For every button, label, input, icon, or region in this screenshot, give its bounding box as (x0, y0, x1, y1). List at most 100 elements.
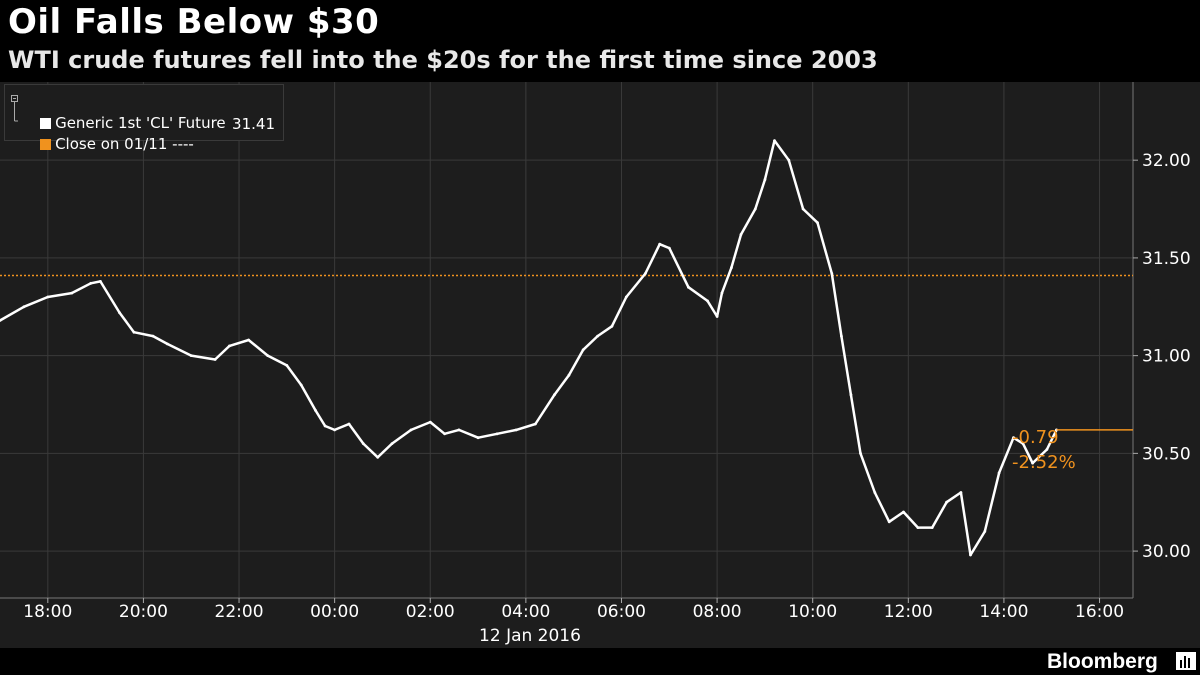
x-date-label: 12 Jan 2016 (479, 626, 581, 646)
series-point (1021, 442, 1025, 445)
legend-swatch-orange (40, 139, 52, 150)
price-series (0, 139, 1058, 557)
y-tick-label: 31.50 (1142, 249, 1191, 269)
series-point (916, 526, 920, 529)
legend-close-label: Close on 01/11 ---- (55, 135, 194, 153)
x-tick-label: 12:00 (884, 602, 933, 622)
x-tick-label: 08:00 (693, 602, 742, 622)
series-point (763, 178, 767, 182)
series-point (70, 291, 74, 295)
series-point (323, 424, 327, 428)
series-point (285, 364, 289, 367)
series-point (376, 455, 380, 459)
y-tick-label: 32.00 (1142, 151, 1191, 171)
series-point (495, 432, 499, 436)
legend: Generic 1st 'CL' Future Close on 01/11 -… (4, 84, 284, 153)
series-point (314, 409, 317, 412)
series-point (567, 373, 571, 377)
series-point (816, 221, 819, 225)
series-point (667, 246, 671, 250)
series-line (0, 139, 1058, 557)
series-point (247, 338, 251, 342)
series-point (887, 520, 891, 524)
series-point (457, 428, 461, 432)
chart-area: 30.00 30.50 31.00 31.50 32.00 18:00 20:00 22:0… (0, 82, 1200, 648)
series-point (930, 526, 934, 529)
series-point (658, 242, 662, 246)
x-tick-label: 14:00 (979, 602, 1028, 622)
bloomberg-logo-text: Bloomberg (1047, 650, 1158, 673)
legend-series-label: Generic 1st 'CL' Future (55, 114, 226, 132)
change-percent-label: -2.52% (1012, 452, 1076, 473)
change-absolute-label: -0.79 (1012, 427, 1059, 448)
x-tick-label: 20:00 (119, 602, 168, 622)
series-point (0, 319, 2, 322)
x-tick-label: 00:00 (310, 602, 359, 622)
series-point (299, 383, 303, 387)
series-point (390, 442, 394, 445)
series-point (687, 285, 690, 289)
legend-tree-icon (11, 95, 18, 122)
series-point (514, 428, 518, 432)
series-point (859, 452, 862, 455)
series-point (801, 207, 805, 211)
series-point (1012, 436, 1015, 440)
bloomberg-chart-icon (1176, 652, 1196, 670)
series-point (945, 500, 948, 504)
series-point (534, 422, 537, 426)
series-point (266, 354, 270, 357)
series-point (624, 295, 628, 299)
series-point (46, 295, 50, 299)
series-point (1031, 461, 1034, 465)
series-point (151, 334, 155, 338)
x-tick-label: 06:00 (597, 602, 646, 622)
series-point (830, 272, 834, 275)
series-point (347, 422, 351, 426)
series-point (213, 358, 217, 361)
series-point (132, 330, 136, 334)
series-point (997, 471, 1001, 475)
series-point (849, 393, 853, 397)
series-point (581, 348, 585, 352)
series-point (409, 428, 413, 432)
chart-title: Oil Falls Below $30 (8, 2, 380, 42)
x-tick-labels: 18:00 20:00 22:00 00:00 02:00 04:00 06:00 08:00… (23, 598, 1124, 622)
series-point (22, 305, 26, 309)
y-tick-labels: 30.00 30.50 31.00 31.50 32.00 (1133, 151, 1191, 562)
chart-subtitle: WTI crude futures fell into the $20s for… (8, 46, 878, 74)
series-point (89, 281, 93, 285)
series-point (118, 311, 121, 314)
series-point (706, 299, 709, 303)
grid-lines (0, 82, 1133, 598)
series-point (644, 272, 647, 275)
series-point (553, 393, 556, 397)
series-point (610, 324, 614, 328)
series-point (773, 139, 776, 143)
series-point (428, 420, 432, 424)
legend-item-close: Close on 01/11 ---- (21, 114, 194, 153)
series-point (739, 233, 743, 236)
x-tick-label: 16:00 (1075, 602, 1124, 622)
series-point (361, 442, 365, 445)
series-point (730, 266, 733, 270)
series-point (902, 510, 905, 514)
x-tick-label: 22:00 (215, 602, 264, 622)
series-point (99, 280, 102, 283)
y-tick-label: 30.50 (1142, 444, 1191, 464)
series-point (596, 334, 599, 338)
legend-item-series: Generic 1st 'CL' Future (21, 93, 226, 132)
series-point (753, 207, 757, 211)
series-point (165, 342, 169, 346)
series-point (959, 491, 963, 494)
legend-swatch-white (40, 118, 52, 129)
series-point (715, 315, 719, 318)
x-tick-label: 18:00 (23, 602, 72, 622)
x-tick-label: 04:00 (501, 602, 550, 622)
series-point (333, 428, 336, 432)
series-point (189, 354, 193, 357)
y-tick-label: 31.00 (1142, 347, 1191, 367)
series-point (873, 491, 877, 494)
x-tick-label: 10:00 (788, 602, 837, 622)
series-point (969, 553, 972, 557)
legend-close-value: 31.41 (232, 115, 275, 133)
